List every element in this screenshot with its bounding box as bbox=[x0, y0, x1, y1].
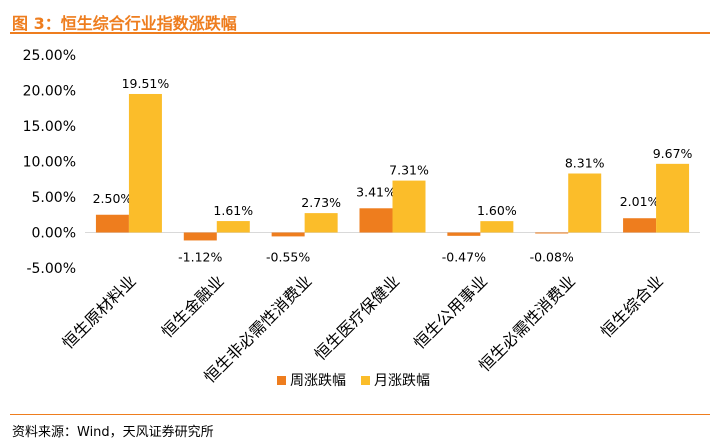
week-bar bbox=[359, 208, 393, 233]
week-data-label: 3.41% bbox=[356, 184, 396, 199]
week-bar bbox=[447, 232, 481, 236]
month-bar bbox=[128, 93, 162, 233]
footer-rule bbox=[10, 414, 710, 415]
month-data-label: 9.67% bbox=[653, 146, 693, 161]
month-data-label: 8.31% bbox=[565, 155, 605, 170]
month-bar bbox=[568, 173, 602, 233]
y-tick-label: 5.00% bbox=[32, 190, 76, 206]
category-label: 恒生综合业 bbox=[597, 271, 667, 341]
y-tick-label: 25.00% bbox=[23, 48, 76, 64]
week-bar bbox=[623, 218, 657, 233]
y-tick-label: 0.00% bbox=[32, 226, 76, 242]
week-bar bbox=[95, 214, 129, 233]
legend-swatch-month bbox=[361, 376, 370, 385]
month-bar bbox=[304, 213, 338, 233]
category-label: 恒生医疗保健业 bbox=[311, 271, 404, 364]
week-data-label: 2.01% bbox=[620, 194, 660, 209]
month-data-label: 7.31% bbox=[389, 163, 429, 178]
month-data-label: 19.51% bbox=[122, 76, 170, 91]
month-data-label: 1.60% bbox=[477, 203, 517, 218]
month-bar bbox=[656, 163, 690, 233]
week-data-label: 2.50% bbox=[93, 191, 133, 206]
week-bar bbox=[183, 232, 217, 241]
y-tick-label: 15.00% bbox=[23, 119, 76, 135]
y-tick-label: 10.00% bbox=[23, 155, 76, 171]
category-label: 恒生原材料业 bbox=[58, 271, 139, 352]
figure-title: 图 3：恒生综合行业指数涨跌幅 bbox=[12, 14, 237, 33]
figure-header: 图 3：恒生综合行业指数涨跌幅 bbox=[10, 6, 710, 34]
y-tick-label: -5.00% bbox=[26, 261, 76, 277]
bar-chart: 25.00% 20.00% 15.00% 10.00% 5.00% 0.00% -5.00%… bbox=[23, 48, 700, 389]
category-label: 恒生必需性消费业 bbox=[475, 271, 579, 375]
week-data-label: -0.47% bbox=[442, 250, 486, 265]
legend-label-month: 月涨跌幅 bbox=[374, 373, 430, 389]
week-data-label: -0.55% bbox=[266, 250, 310, 265]
y-tick-label: 20.00% bbox=[23, 84, 76, 100]
month-bar bbox=[480, 221, 514, 233]
category-label: 恒生公用事业 bbox=[410, 271, 491, 352]
legend-label-week: 周涨跌幅 bbox=[290, 373, 346, 389]
month-bar bbox=[216, 221, 250, 233]
month-data-label: 2.73% bbox=[301, 195, 341, 210]
category-label: 恒生金融业 bbox=[158, 271, 228, 341]
month-data-label: 1.61% bbox=[213, 203, 253, 218]
week-bar bbox=[535, 232, 569, 234]
header-rule bbox=[10, 32, 710, 34]
month-bar bbox=[392, 180, 426, 233]
week-bar bbox=[271, 232, 305, 237]
source-note: 资料来源：Wind，天风证券研究所 bbox=[12, 425, 214, 440]
week-data-label: -1.12% bbox=[178, 250, 222, 265]
week-data-label: -0.08% bbox=[530, 250, 574, 265]
legend-swatch-week bbox=[277, 376, 286, 385]
